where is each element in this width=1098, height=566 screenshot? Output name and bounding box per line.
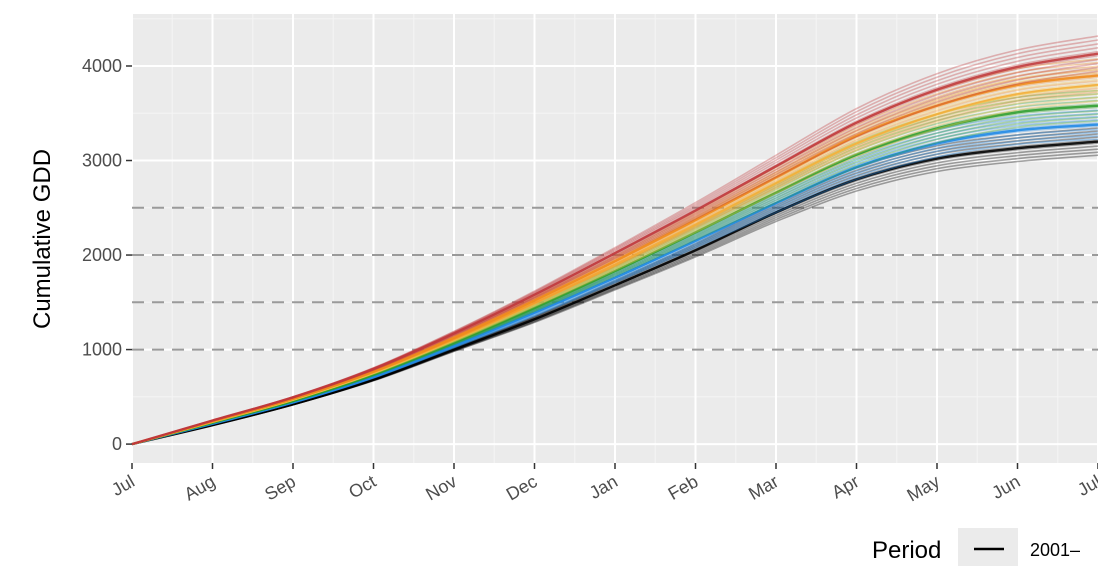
y-tick-label: 4000 bbox=[82, 56, 122, 76]
x-tick-label: Apr bbox=[828, 471, 862, 502]
x-tick-label: Aug bbox=[181, 471, 219, 504]
legend: Period 2001– bbox=[872, 528, 1080, 566]
series-mean-line bbox=[131, 74, 1098, 446]
x-tick-label: Jun bbox=[988, 471, 1023, 503]
x-tick-label: Dec bbox=[503, 471, 541, 504]
series-band bbox=[131, 127, 1098, 446]
x-axis: Jul Aug Sep Oct Nov Dec Jan Feb Mar Apr May Jun Jul bbox=[108, 463, 1098, 505]
x-tick-label: Sep bbox=[261, 471, 299, 504]
x-tick-label: May bbox=[904, 471, 943, 505]
series-mean-line bbox=[131, 123, 1098, 446]
series-mean-line bbox=[131, 52, 1098, 446]
x-tick-label: Jul bbox=[108, 471, 138, 500]
legend-key-background bbox=[958, 528, 1018, 566]
legend-title: Period bbox=[872, 537, 941, 564]
y-axis-label: Cumulative GDD bbox=[29, 149, 56, 329]
x-tick-label: Mar bbox=[745, 471, 782, 504]
series-mean-line bbox=[131, 104, 1098, 446]
y-tick-label: 0 bbox=[112, 434, 122, 454]
reference-lines bbox=[132, 206, 1098, 351]
series-band bbox=[131, 35, 1098, 446]
x-tick-label: Nov bbox=[422, 471, 460, 504]
plot-panel bbox=[131, 14, 1098, 463]
x-tick-label: Feb bbox=[665, 471, 702, 504]
y-tick-label: 3000 bbox=[82, 151, 122, 171]
series-mean-line bbox=[131, 140, 1098, 446]
y-tick-label: 2000 bbox=[82, 245, 122, 265]
x-tick-label: Oct bbox=[345, 471, 379, 502]
legend-entry-label: 2001– bbox=[1030, 540, 1080, 560]
series-lines bbox=[131, 35, 1098, 446]
y-tick-label: 1000 bbox=[82, 340, 122, 360]
x-tick-label: Jul bbox=[1074, 471, 1098, 500]
x-tick-label: Jan bbox=[586, 471, 621, 503]
y-axis: 0 1000 2000 3000 4000 bbox=[82, 56, 132, 454]
